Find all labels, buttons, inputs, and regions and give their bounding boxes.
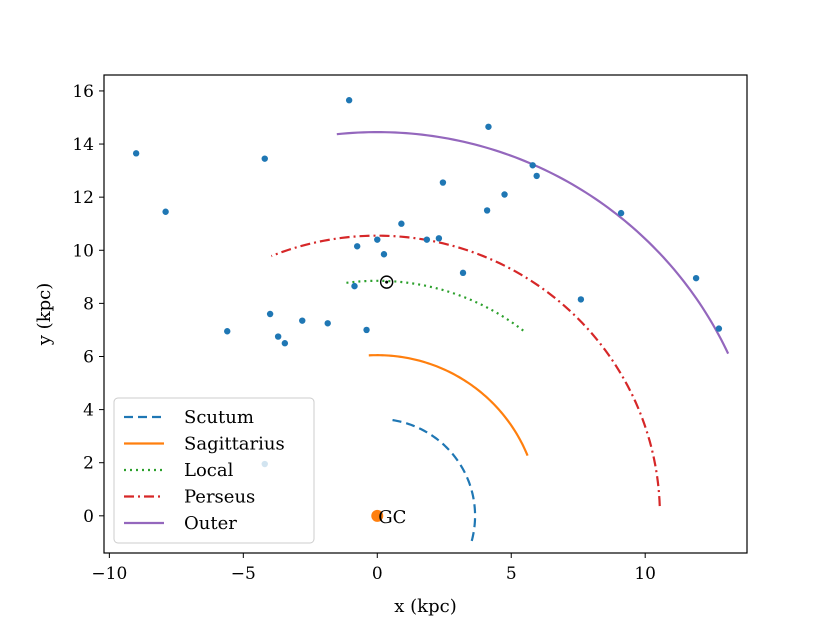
y-tick-label: 0 [83,507,94,527]
arms-layer [270,130,730,542]
data-point [692,274,700,282]
x-tick-label: −5 [231,564,256,584]
y-tick-label: 12 [72,188,94,208]
data-point [483,207,491,214]
annotations-layer: GC [371,275,406,528]
x-tick-label: −10 [91,564,127,584]
data-point [485,123,492,130]
data-point [715,325,723,332]
galactic-center-marker [371,509,384,522]
data-point [529,162,536,169]
data-point [374,236,381,243]
sun-marker-dot [385,280,389,284]
data-point [577,296,585,303]
data-point [266,310,274,318]
galactic-center-label: GC [378,507,406,528]
x-tick-label: 5 [506,564,517,584]
y-tick-label: 4 [83,401,94,421]
data-point [281,340,289,347]
data-point [533,172,540,180]
data-point [459,269,467,277]
y-axis-label: y (kpc) [34,283,55,346]
arm-perseus-line [270,234,661,507]
arm-outer-line [336,130,730,355]
legend-label-sagittarius: Sagittarius [184,434,285,455]
data-point [353,243,361,250]
data-point [363,326,370,334]
data-point [299,317,306,324]
x-axis: −10 −5 0 5 10 [91,553,656,584]
data-point [132,150,140,157]
x-axis-label: x (kpc) [394,596,456,617]
y-tick-label: 8 [83,294,94,314]
y-tick-label: 14 [72,135,94,155]
x-tick-label: 0 [372,564,383,584]
data-point [380,251,388,258]
legend-label-outer: Outer [184,513,237,534]
data-point [439,179,447,186]
data-point [398,220,405,227]
legend-label-perseus: Perseus [184,487,255,508]
legend-label-local: Local [184,460,234,481]
data-point [162,208,169,215]
sun-marker [379,275,394,289]
legend: Scutum Sagittarius Local Perseus Outer [113,397,315,544]
data-point [324,320,331,327]
y-tick-label: 16 [72,82,94,102]
data-point [435,235,443,242]
arm-sagittarius-line [368,354,529,457]
y-tick-label: 6 [83,347,94,367]
y-tick-label: 2 [83,454,94,474]
data-point [224,328,231,335]
y-tick-label: 10 [72,241,94,261]
data-point [501,191,508,198]
data-point [345,97,353,104]
data-point [617,209,625,217]
arm-local-line [344,279,524,332]
data-point [274,333,282,340]
x-tick-label: 10 [634,564,656,584]
plot-frame [103,74,748,554]
data-point [423,236,431,243]
legend-box [113,397,315,544]
data-point [261,155,268,162]
legend-label-scutum: Scutum [184,407,254,428]
points-layer [132,97,723,468]
data-point [351,282,358,290]
y-axis: 0 2 4 6 8 10 12 14 16 [72,82,104,527]
